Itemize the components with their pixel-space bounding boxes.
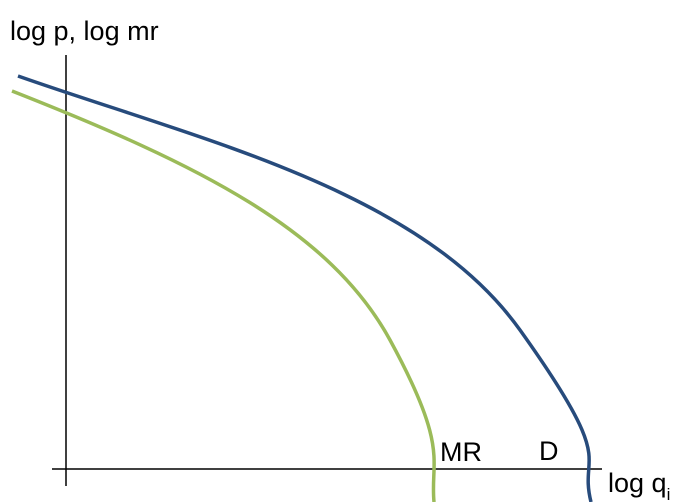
x-axis-label-text: log q [608,468,667,498]
curve-label: D [539,436,559,466]
x-axis-label: log qi [608,468,670,502]
marginal-revenue-curve [11,89,436,502]
y-axis-label: log p, log mr [10,16,159,46]
curve-label: MR [440,437,482,467]
x-axis-label-subscript: i [667,485,671,502]
demand-curve [17,74,593,502]
